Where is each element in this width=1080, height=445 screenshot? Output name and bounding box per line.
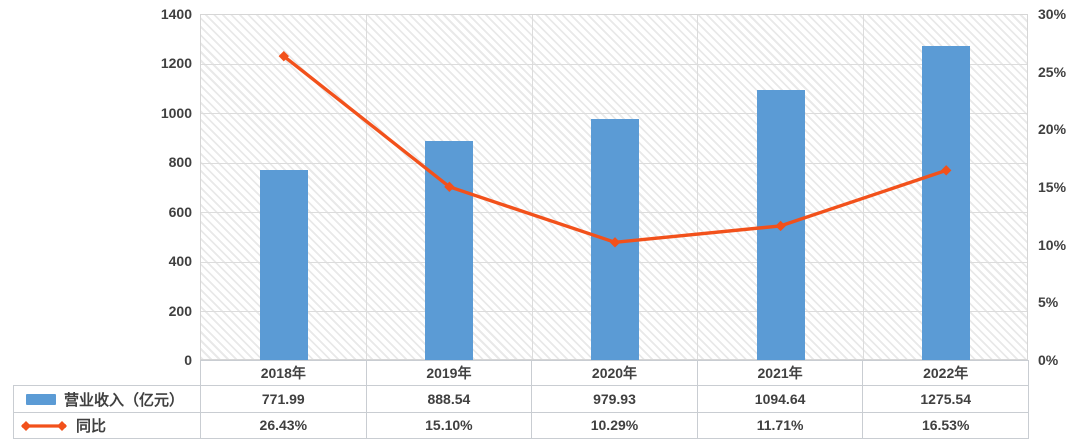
year-header-cell: 2019年 — [426, 365, 472, 381]
table-column-border — [697, 360, 698, 439]
left-axis-tick-label: 200 — [168, 302, 192, 319]
left-axis-tick-label: 600 — [168, 203, 192, 220]
yoy-legend-cell: 同比 — [14, 413, 200, 438]
yoy-value-cell: 26.43% — [259, 417, 308, 433]
yoy-value-cell: 16.53% — [921, 417, 970, 433]
yoy-value-cell: 10.29% — [590, 417, 639, 433]
yoy-marker-diamond-icon — [444, 181, 455, 193]
table-top-border — [200, 360, 1029, 361]
yoy-value-cell: 15.10% — [425, 417, 473, 433]
revenue-value-cell: 888.54 — [427, 391, 471, 407]
year-header-cell: 2018年 — [260, 365, 306, 381]
revenue-bar — [425, 141, 474, 361]
horizontal-gridline — [201, 113, 1027, 115]
horizontal-gridline — [201, 63, 1027, 65]
table-column-border — [862, 360, 863, 439]
revenue-value-cell: 771.99 — [261, 391, 305, 407]
right-axis-tick-label: 25% — [1038, 63, 1067, 80]
left-axis-tick-label: 400 — [168, 253, 192, 270]
right-axis-tick-label: 20% — [1038, 121, 1067, 138]
vertical-gridline — [366, 15, 368, 359]
table-column-border — [531, 360, 532, 439]
revenue-bar — [922, 45, 971, 361]
year-header-cell: 2022年 — [923, 365, 969, 381]
plot-area — [200, 14, 1028, 361]
vertical-gridline — [697, 15, 699, 359]
yoy-marker-diamond-icon — [278, 50, 289, 62]
left-axis-tick-label: 1400 — [160, 6, 192, 22]
yoy-marker-diamond-icon — [775, 220, 786, 232]
right-axis-tick-label: 5% — [1038, 294, 1059, 311]
yoy-marker-diamond-icon — [609, 237, 621, 248]
year-header-cell: 2020年 — [591, 365, 638, 381]
revenue-bar — [259, 170, 308, 361]
vertical-gridline — [862, 15, 864, 359]
left-axis-tick-label: 800 — [168, 154, 192, 171]
yoy-line-layer — [278, 50, 952, 248]
right-axis-tick-label: 15% — [1038, 179, 1067, 195]
table-column-border — [1028, 360, 1029, 439]
vertical-gridline — [531, 15, 533, 359]
table-row-border — [13, 438, 1029, 439]
yoy-value-cell: 11.71% — [756, 417, 804, 433]
revenue-value-cell: 979.93 — [593, 391, 636, 407]
yoy-line — [282, 54, 947, 245]
table-column-border — [200, 360, 201, 439]
left-axis-tick-label: 1000 — [160, 104, 192, 121]
table-column-border — [366, 360, 367, 439]
left-axis-tick-label: 0 — [184, 352, 192, 368]
right-axis-tick-label: 10% — [1038, 236, 1067, 253]
left-axis-tick-label: 1200 — [160, 55, 192, 72]
revenue-legend-label: 营业收入（亿元） — [64, 391, 185, 409]
revenue-value-cell: 1275.54 — [920, 391, 971, 407]
revenue-legend-swatch-icon — [26, 393, 56, 405]
right-axis-tick-label: 0% — [1038, 352, 1059, 368]
yoy-legend-label: 同比 — [76, 418, 107, 435]
table-row-border — [13, 412, 1029, 413]
revenue-value-cell: 1094.64 — [754, 391, 806, 407]
table-left-border — [13, 385, 14, 438]
table-row-border — [13, 385, 1029, 386]
revenue-legend-cell: 营业收入（亿元） — [14, 386, 200, 412]
right-axis-tick-label: 30% — [1038, 6, 1067, 22]
year-header-cell: 2021年 — [757, 365, 803, 381]
yoy-marker-diamond-icon — [941, 165, 952, 176]
yoy-legend-line-icon — [21, 420, 67, 431]
